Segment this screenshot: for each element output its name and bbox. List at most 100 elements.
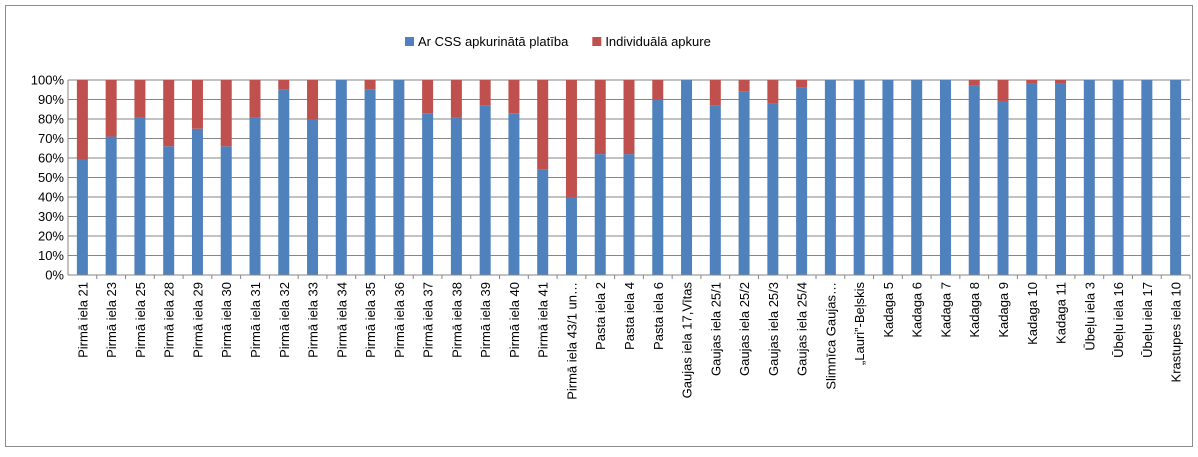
x-tick-label: Gaujas iela 25/1 [708, 282, 723, 376]
legend-swatch [592, 37, 602, 46]
x-tick-label: Ūbeļu iela 16 [1111, 282, 1126, 358]
bar-segment [508, 113, 520, 276]
bar-segment [796, 87, 808, 275]
x-tick-label: Pirmā iela 21 [75, 282, 90, 358]
bar-segment [76, 159, 88, 275]
bar-segment [796, 80, 808, 88]
bar-segment [335, 80, 347, 275]
x-tick-label: Kadaga 5 [881, 282, 896, 338]
y-tick-label: 10% [38, 248, 64, 263]
x-tick-label: Pirmā iela 31 [248, 282, 263, 358]
x-tick-label: Pirmā iela 36 [392, 282, 407, 358]
legend-swatch [405, 37, 414, 46]
x-tick-label: Kadaga 6 [910, 282, 925, 338]
bar-segment [105, 136, 117, 275]
bar-segment [479, 105, 491, 275]
bar-segment [911, 80, 923, 275]
bar-segment [939, 80, 951, 275]
bar-segment [738, 80, 750, 92]
bar-segment [307, 119, 319, 275]
bar-segment [76, 80, 88, 160]
x-tick-label: Kadaga 8 [967, 282, 982, 338]
bar-segment [968, 80, 980, 86]
bar-segment [537, 169, 549, 275]
x-tick-label: „Lauri”-Beļskis [852, 282, 867, 366]
bar-segment [220, 80, 232, 147]
legend-label: Ar CSS apkurinātā platība [418, 34, 569, 49]
bar-segment [105, 80, 117, 137]
x-tick-label: Pirmā iela 23 [104, 282, 119, 358]
bar-segment [537, 80, 549, 170]
bar-segment [594, 154, 606, 275]
x-tick-label: Kadaga 7 [938, 282, 953, 338]
bar-segment [997, 80, 1009, 102]
legend-label: Individuālā apkure [605, 34, 711, 49]
y-tick-label: 90% [38, 92, 64, 107]
bar-segment [1026, 80, 1038, 84]
x-tick-label: Kadaga 10 [1025, 282, 1040, 345]
bar-segment [652, 99, 664, 275]
bar-segment [422, 113, 434, 276]
bar-segment [709, 80, 721, 106]
bar-segment [681, 80, 693, 275]
bar-segment [565, 197, 577, 275]
x-tick-label: Krastupes iela 10 [1169, 282, 1184, 382]
bar-segment [422, 80, 434, 114]
bar-segment [307, 80, 319, 119]
bar-segment [278, 89, 290, 275]
bar-segment [249, 80, 261, 118]
y-tick-label: 100% [31, 73, 65, 88]
bar-segment [1055, 80, 1067, 84]
bar-segment [1083, 80, 1095, 275]
bar-segment [364, 89, 376, 275]
bar-segment [882, 80, 894, 275]
x-tick-label: Pirmā iela 32 [277, 282, 292, 358]
bar-segment [623, 80, 635, 155]
bar-segment [767, 103, 779, 276]
y-tick-label: 50% [38, 170, 64, 185]
bar-segment [278, 80, 290, 90]
bar-segment [134, 117, 146, 275]
bar-segment [191, 128, 203, 275]
x-tick-label: Pasta iela 2 [593, 282, 608, 350]
bar-segment [508, 80, 520, 114]
y-tick-label: 60% [38, 151, 64, 166]
x-tick-label: Kadaga 9 [996, 282, 1011, 338]
bar-segment [824, 80, 836, 275]
bar-segment [997, 101, 1009, 275]
x-tick-label: Pirmā iela 28 [162, 282, 177, 358]
y-tick-label: 80% [38, 112, 64, 127]
x-tick-label: Pasta iela 4 [622, 282, 637, 350]
x-tick-label: Pirmā iela 35 [363, 282, 378, 358]
bar-segment [565, 80, 577, 197]
x-tick-label: Pirmā iela 40 [507, 282, 522, 358]
bar-segment [450, 80, 462, 118]
y-tick-label: 70% [38, 131, 64, 146]
bar-segment [191, 80, 203, 129]
bar-segment [134, 80, 146, 118]
x-tick-label: Pirmā iela 30 [219, 282, 234, 358]
x-tick-label: Pirmā iela 39 [478, 282, 493, 358]
y-tick-label: 0% [45, 268, 64, 283]
bar-segment [853, 80, 865, 275]
bar-segment [249, 117, 261, 275]
x-tick-label: Ūbeļu iela 3 [1082, 282, 1097, 351]
x-tick-label: Pirmā iela 38 [449, 282, 464, 358]
y-tick-label: 40% [38, 190, 64, 205]
bar-segment [1112, 80, 1124, 275]
x-tick-label: Ūbeļu iela 17 [1140, 282, 1155, 358]
x-tick-label: Pasta iela 6 [651, 282, 666, 350]
bar-segment [479, 80, 491, 106]
x-tick-label: Pirmā iela 25 [133, 282, 148, 358]
bar-segment [709, 105, 721, 275]
bar-segment [594, 80, 606, 155]
bar-segment [1141, 80, 1153, 275]
bar-segment [163, 146, 175, 275]
x-tick-label: Pirmā iela 34 [334, 282, 349, 358]
bar-segment [220, 146, 232, 275]
x-tick-label: Slimnīca Gaujas… [823, 282, 838, 390]
x-tick-label: Pirmā iela 41 [536, 282, 551, 358]
bar-segment [393, 80, 405, 275]
x-tick-label: Gaujas iela 17,Vītas [680, 282, 695, 399]
